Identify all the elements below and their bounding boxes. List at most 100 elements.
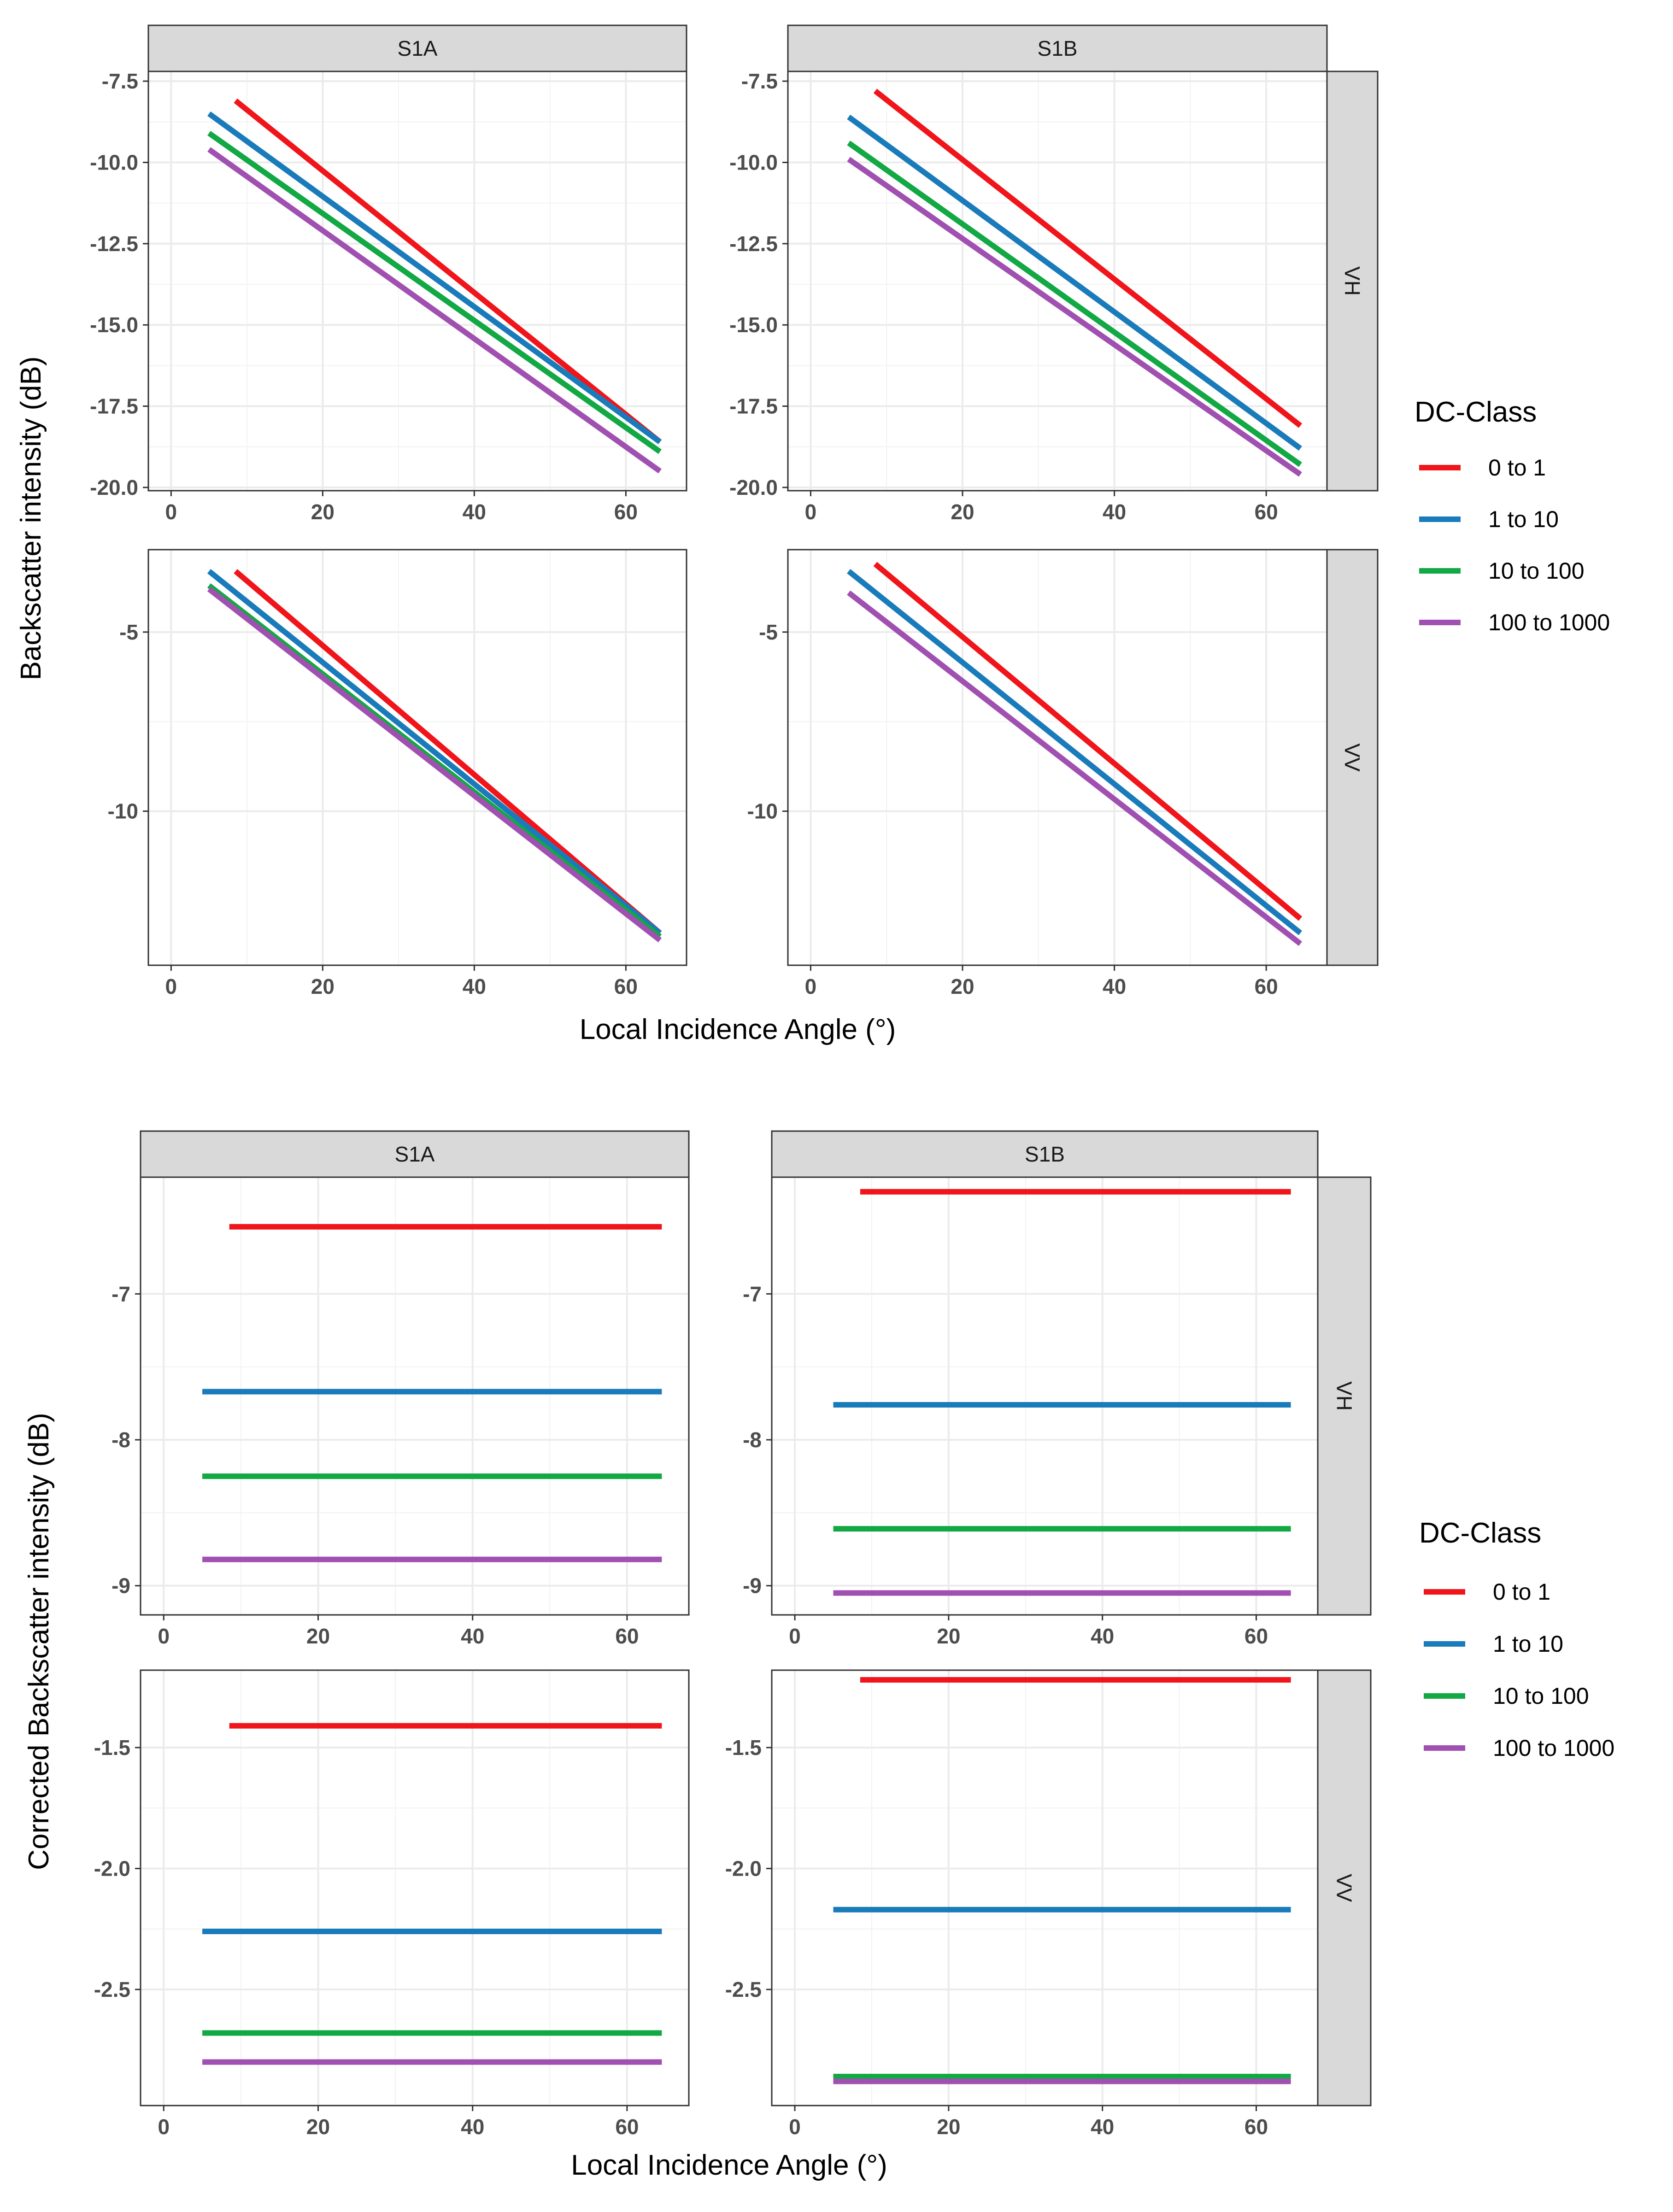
x-tick-label: 20 — [311, 500, 335, 524]
series-line-0-to-1 — [234, 569, 662, 935]
legend: DC-Class 0 to 1 1 to 10 10 to 100 100 to 100… — [1415, 396, 1610, 635]
y-tick-label: -15.0 — [729, 313, 778, 337]
y-tick-label: -20.0 — [90, 475, 138, 499]
y-tick-label: -10.0 — [729, 151, 778, 175]
facet-strip-vv — [1326, 549, 1379, 966]
y-tick-label: -2.5 — [725, 1977, 762, 2001]
panel-s1b-vh: -7 -8 -9 0 20 40 60 — [743, 1176, 1319, 1648]
panel-border — [787, 70, 1328, 492]
series-line-100-to-1000 — [847, 157, 1302, 477]
legend-label: 1 to 10 — [1488, 506, 1559, 532]
legend-label: 0 to 1 — [1493, 1579, 1550, 1605]
y-tick-label: -8 — [112, 1428, 130, 1452]
legend-label: 100 to 1000 — [1488, 610, 1610, 635]
facet-label-vh: VH — [1333, 1381, 1356, 1411]
series-line-100-to-1000 — [847, 590, 1303, 946]
facet-label-vv: VV — [1340, 743, 1364, 772]
panel-s1b-vh: -7.5 -10.0 -12.5 -15.0 -17.5 -20.0 0 20 40 60 — [729, 69, 1328, 524]
x-axis-title: Local Incidence Angle (°) — [571, 2149, 887, 2181]
x-tick-label: 20 — [306, 2115, 330, 2139]
legend-label: 10 to 100 — [1488, 558, 1585, 584]
facet-strip-s1b — [787, 24, 1328, 72]
facet-strip-vh — [1317, 1176, 1372, 1616]
x-tick-label: 0 — [158, 1624, 170, 1648]
x-tick-label: 20 — [311, 974, 335, 998]
y-tick-label: -20.0 — [729, 475, 778, 499]
panel-border — [140, 1176, 690, 1616]
y-tick-label: -17.5 — [90, 394, 138, 418]
y-tick-label: -8 — [743, 1428, 762, 1452]
y-tick-label: -9 — [743, 1574, 762, 1598]
legend-label: 10 to 100 — [1493, 1683, 1589, 1709]
panel-s1a-vv: -1.5 -2.0 -2.5 0 20 40 60 — [94, 1669, 690, 2139]
y-tick-label: -15.0 — [90, 313, 138, 337]
y-tick-label: -9 — [112, 1574, 130, 1598]
x-tick-label: 60 — [1244, 1624, 1268, 1648]
legend: DC-Class 0 to 1 1 to 10 10 to 100 100 to 100… — [1419, 1517, 1614, 1761]
y-tick-label: -10 — [108, 799, 138, 823]
x-tick-label: 0 — [789, 1624, 801, 1648]
series-line-1-to-10 — [207, 569, 662, 935]
panel-background — [772, 1177, 1318, 1615]
x-tick-label: 20 — [951, 974, 974, 998]
legend-label: 1 to 10 — [1493, 1631, 1563, 1657]
x-axis-title: Local Incidence Angle (°) — [580, 1014, 896, 1045]
x-tick-label: 40 — [463, 500, 486, 524]
y-tick-label: -10.0 — [90, 151, 138, 175]
y-tick-label: -2.5 — [94, 1977, 130, 2001]
x-tick-label: 40 — [461, 1624, 484, 1648]
y-tick-label: -7.5 — [102, 69, 138, 93]
panel-border — [771, 1669, 1319, 2106]
panel-background — [141, 1670, 689, 2106]
x-tick-label: 20 — [951, 500, 974, 524]
panel-s1a-vv: -5 -10 0 20 40 60 — [108, 549, 687, 998]
y-tick-label: -1.5 — [725, 1736, 762, 1760]
panel-border — [140, 1669, 690, 2106]
y-tick-label: -7.5 — [741, 69, 778, 93]
x-tick-label: 60 — [614, 500, 638, 524]
panel-s1a-vh: -7 -8 -9 0 20 40 60 — [112, 1176, 690, 1648]
panel-border — [787, 549, 1328, 966]
x-tick-label: 0 — [805, 500, 817, 524]
x-tick-label: 60 — [1255, 500, 1278, 524]
facet-label-vh: VH — [1340, 266, 1364, 296]
chart-uncorrected: S1A S1B VH VV -7.5 -10.0 -12.5 -15.0 -17.5 -20.0 0… — [15, 24, 1610, 1045]
x-tick-label: 40 — [1091, 2115, 1114, 2139]
facet-label-s1a: S1A — [398, 36, 438, 60]
x-tick-label: 20 — [306, 1624, 330, 1648]
x-tick-label: 40 — [1091, 1624, 1114, 1648]
x-tick-label: 60 — [615, 2115, 639, 2139]
y-tick-label: -2.0 — [725, 1857, 762, 1881]
panel-s1b-vv: -5 -10 0 20 40 60 — [747, 549, 1328, 998]
series-line-1-to-10 — [847, 114, 1302, 451]
facet-label-s1a: S1A — [395, 1142, 435, 1166]
legend-title: DC-Class — [1419, 1517, 1541, 1549]
series-line-10-to-100 — [847, 141, 1302, 467]
x-tick-label: 60 — [1244, 2115, 1268, 2139]
facet-label-s1b: S1B — [1038, 36, 1078, 60]
facet-strip-vv — [1317, 1669, 1372, 2106]
y-tick-label: -17.5 — [729, 394, 778, 418]
x-tick-label: 0 — [805, 974, 817, 998]
panel-border — [771, 1176, 1319, 1616]
y-axis-title: Corrected Backscatter intensity (dB) — [23, 1413, 55, 1870]
facet-label-vv: VV — [1333, 1874, 1356, 1902]
y-axis-title: Backscatter intensity (dB) — [15, 357, 47, 681]
panel-background — [772, 1670, 1318, 2106]
panel-background — [141, 1177, 689, 1615]
legend-label: 0 to 1 — [1488, 455, 1546, 481]
series-line-1-to-10 — [847, 569, 1303, 935]
x-tick-label: 40 — [463, 974, 486, 998]
panel-border — [147, 549, 687, 966]
series-line-1-to-10 — [207, 111, 662, 445]
y-tick-label: -7 — [743, 1282, 762, 1306]
x-tick-label: 0 — [165, 974, 177, 998]
x-tick-label: 20 — [937, 1624, 960, 1648]
facet-strip-s1b — [771, 1130, 1319, 1178]
facet-strip-s1a — [140, 1130, 690, 1178]
x-tick-label: 20 — [937, 2115, 960, 2139]
x-tick-label: 40 — [1103, 974, 1126, 998]
facet-strip-vh — [1326, 70, 1379, 492]
series-line-100-to-1000 — [207, 147, 662, 474]
